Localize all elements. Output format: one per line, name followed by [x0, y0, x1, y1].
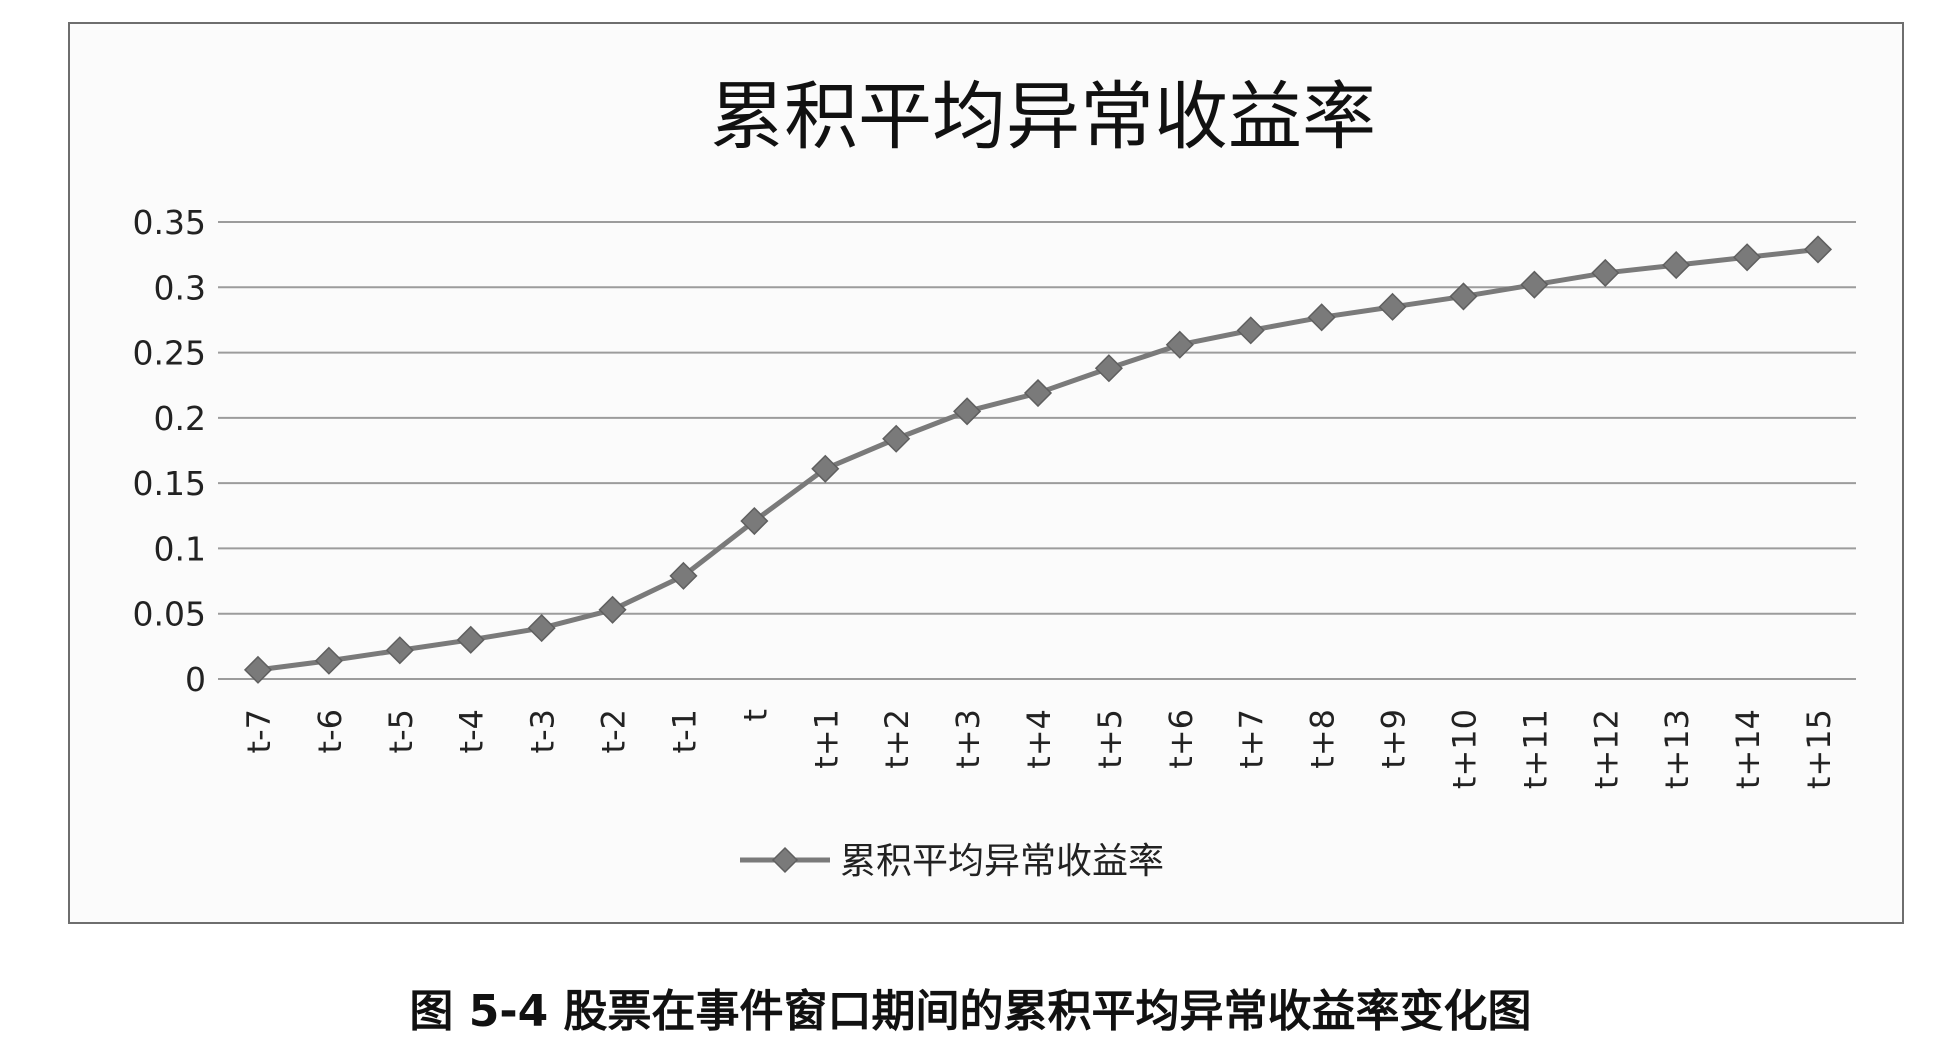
data-point: [1803, 235, 1833, 264]
data-point: [740, 506, 769, 536]
x-tick-label: t-7: [240, 709, 278, 753]
data-point: [1520, 270, 1549, 299]
x-tick-label: t+6: [1162, 709, 1200, 769]
data-point: [385, 636, 414, 665]
data-point: [1307, 303, 1336, 332]
data-point: [1662, 251, 1691, 280]
y-tick-label: 0.05: [133, 595, 206, 634]
y-tick-label: 0.25: [133, 334, 206, 373]
x-tick-label: t+12: [1587, 709, 1625, 789]
data-point: [1378, 292, 1407, 321]
x-tick-label: t+1: [807, 709, 845, 769]
data-point: [598, 595, 627, 624]
legend-label: 累积平均异常收益率: [840, 841, 1164, 882]
x-tick-label: t+14: [1729, 709, 1767, 789]
data-point: [314, 646, 343, 675]
x-tick-label: t+4: [1020, 709, 1058, 769]
chart-frame: 累积平均异常收益率 0 0.05 0.1 0.15 0.2 0.25 0.3 0.35 t-7 t-…: [68, 22, 1904, 924]
x-tick-label: t+9: [1375, 709, 1413, 769]
line-chart: 累积平均异常收益率 0 0.05 0.1 0.15 0.2 0.25 0.3 0.35 t-7 t-…: [133, 74, 1856, 882]
data-point: [243, 655, 273, 684]
x-tick-label: t+7: [1233, 709, 1271, 769]
data-point: [882, 424, 911, 453]
x-tick-label: t+3: [949, 709, 987, 769]
y-tick-label: 0: [185, 660, 206, 699]
legend-marker: [771, 846, 799, 874]
x-tick-label: t+2: [878, 709, 916, 769]
x-tick-label: t-5: [382, 709, 420, 753]
y-tick-label: 0.3: [154, 268, 206, 307]
data-point: [953, 397, 982, 426]
data-point: [811, 454, 840, 483]
y-tick-label: 0.35: [133, 203, 206, 242]
x-tick-label: t+15: [1800, 709, 1838, 789]
x-tick-label: t-3: [524, 709, 562, 753]
data-point: [1236, 316, 1265, 345]
x-tick-label: t: [736, 709, 774, 722]
data-point: [1023, 378, 1053, 408]
series-line: [257, 246, 1819, 673]
y-tick-label: 0.15: [133, 464, 206, 503]
y-tick-label: 0.1: [154, 529, 206, 568]
x-tick-label: t-6: [311, 709, 349, 753]
x-tick-label: t-1: [665, 709, 703, 753]
y-tick-label: 0.2: [154, 399, 206, 438]
x-tick-label: t+5: [1091, 709, 1129, 769]
data-point: [527, 614, 556, 643]
data-point: [1733, 243, 1762, 272]
x-tick-label: t+13: [1658, 709, 1696, 789]
chart-title: 累积平均异常收益率: [710, 74, 1376, 160]
data-point: [1094, 354, 1123, 383]
x-tick-label: t+8: [1304, 709, 1342, 769]
x-tick-label: t+10: [1445, 709, 1483, 789]
x-tick-label: t-4: [453, 709, 491, 753]
data-point: [456, 625, 485, 654]
data-point: [1449, 282, 1478, 311]
x-tick-label: t+11: [1516, 709, 1554, 789]
x-tick-label: t-2: [595, 709, 633, 753]
figure-caption: 图 5-4 股票在事件窗口期间的累积平均异常收益率变化图: [409, 986, 1532, 1037]
data-point: [1591, 258, 1620, 287]
data-point: [1165, 330, 1194, 359]
data-point: [669, 561, 698, 590]
